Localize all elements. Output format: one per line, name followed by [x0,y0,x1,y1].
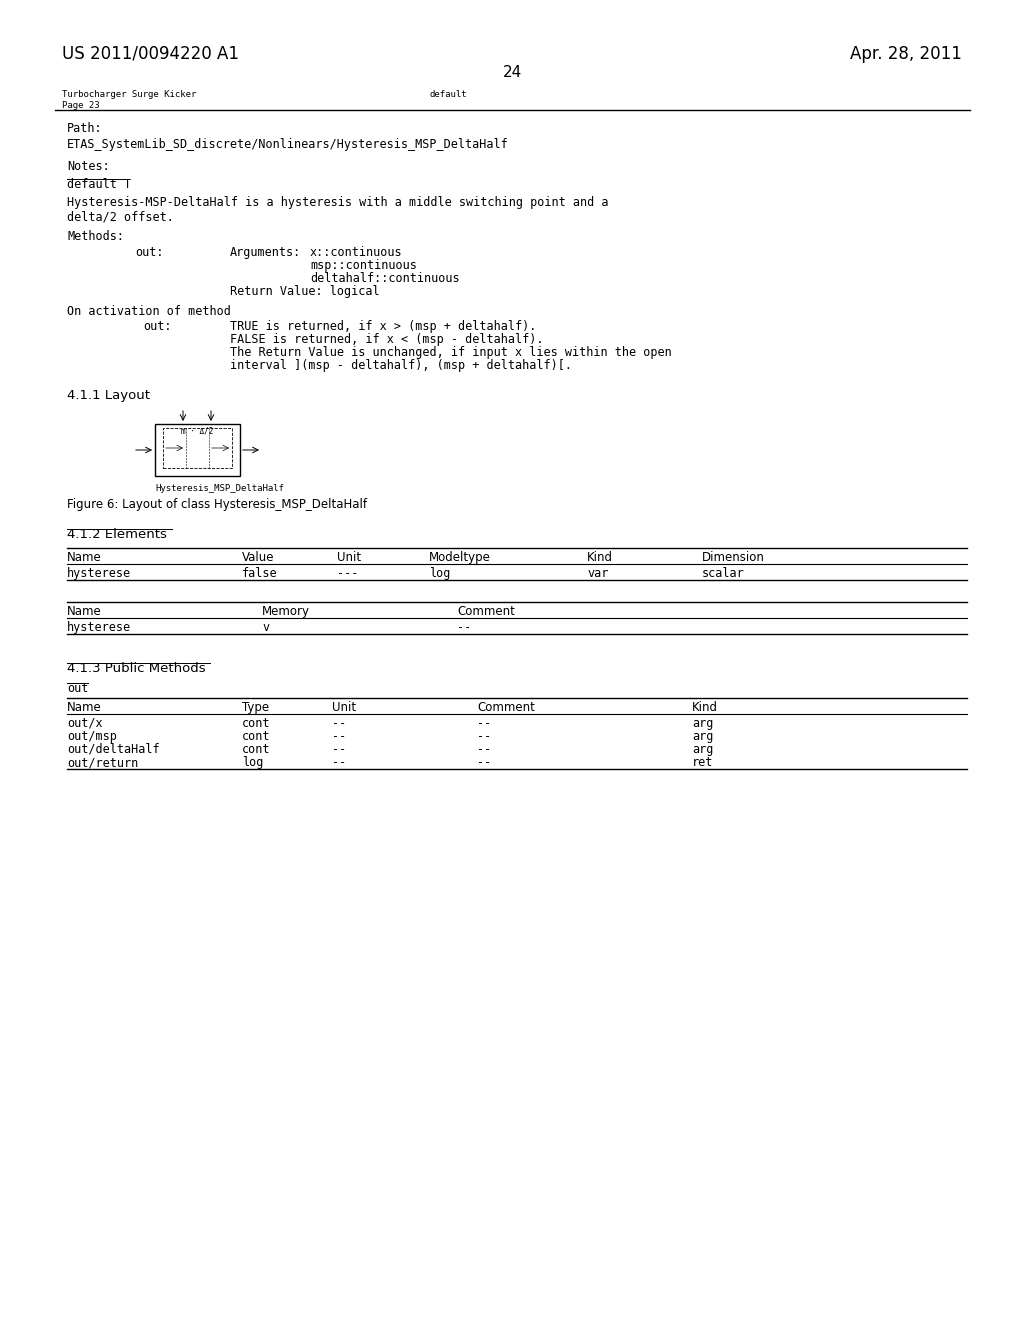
Text: Hysteresis-MSP-DeltaHalf is a hysteresis with a middle switching point and a: Hysteresis-MSP-DeltaHalf is a hysteresis… [67,195,608,209]
Text: default T: default T [67,178,131,191]
Text: cont: cont [242,717,270,730]
Text: log: log [242,756,263,770]
Text: TRUE is returned, if x > (msp + deltahalf).: TRUE is returned, if x > (msp + deltahal… [230,319,537,333]
Text: --: -- [477,743,492,756]
Text: On activation of method: On activation of method [67,305,230,318]
Text: ETAS_SystemLib_SD_discrete/Nonlinears/Hysteresis_MSP_DeltaHalf: ETAS_SystemLib_SD_discrete/Nonlinears/Hy… [67,139,509,150]
Text: FALSE is returned, if x < (msp - deltahalf).: FALSE is returned, if x < (msp - deltaha… [230,333,544,346]
Text: ---: --- [337,568,358,579]
Text: x::continuous: x::continuous [310,246,402,259]
Text: --: -- [477,730,492,743]
Text: false: false [242,568,278,579]
Text: arg: arg [692,717,714,730]
Text: out:: out: [143,319,171,333]
Text: Name: Name [67,550,101,564]
Text: Value: Value [242,550,274,564]
Text: Return Value: logical: Return Value: logical [230,285,380,298]
Text: --: -- [332,756,346,770]
Text: var: var [587,568,608,579]
Text: The Return Value is unchanged, if input x lies within the open: The Return Value is unchanged, if input … [230,346,672,359]
Text: Dimension: Dimension [702,550,765,564]
Text: out: out [67,682,88,696]
Text: Unit: Unit [332,701,356,714]
Text: Hysteresis_MSP_DeltaHalf: Hysteresis_MSP_DeltaHalf [155,484,284,492]
Text: Notes:: Notes: [67,160,110,173]
Text: out/x: out/x [67,717,102,730]
Text: hysterese: hysterese [67,568,131,579]
Text: Turbocharger Surge Kicker: Turbocharger Surge Kicker [62,90,197,99]
Text: Modeltype: Modeltype [429,550,490,564]
Text: Arguments:: Arguments: [230,246,301,259]
Text: Memory: Memory [262,605,310,618]
Bar [155,424,240,477]
Text: --: -- [477,717,492,730]
Text: log: log [429,568,451,579]
Text: --: -- [457,620,471,634]
Text: Comment: Comment [457,605,515,618]
Text: Page 23: Page 23 [62,102,99,110]
Text: out/deltaHalf: out/deltaHalf [67,743,160,756]
Text: Kind: Kind [587,550,613,564]
Text: 4.1.1 Layout: 4.1.1 Layout [67,389,150,403]
Text: v: v [262,620,269,634]
Text: Apr. 28, 2011: Apr. 28, 2011 [850,45,962,63]
Text: Name: Name [67,701,101,714]
Text: 24: 24 [503,65,521,81]
Text: interval ](msp - deltahalf), (msp + deltahalf)[.: interval ](msp - deltahalf), (msp + delt… [230,359,572,372]
Text: ret: ret [692,756,714,770]
Text: Name: Name [67,605,101,618]
Text: Type: Type [242,701,269,714]
Text: Path:: Path: [67,121,102,135]
Text: Unit: Unit [337,550,361,564]
Text: delta/2 offset.: delta/2 offset. [67,210,174,223]
Text: out/return: out/return [67,756,138,770]
Text: --: -- [332,717,346,730]
Text: --: -- [332,730,346,743]
Text: out:: out: [135,246,164,259]
Text: deltahalf::continuous: deltahalf::continuous [310,272,460,285]
Text: scalar: scalar [702,568,744,579]
Bar [163,428,232,469]
Text: 4.1.2 Elements: 4.1.2 Elements [67,528,167,541]
Text: out/msp: out/msp [67,730,117,743]
Text: Methods:: Methods: [67,230,124,243]
Text: Comment: Comment [477,701,535,714]
Text: US 2011/0094220 A1: US 2011/0094220 A1 [62,45,239,63]
Text: default: default [430,90,468,99]
Text: Figure 6: Layout of class Hysteresis_MSP_DeltaHalf: Figure 6: Layout of class Hysteresis_MSP… [67,498,367,511]
Text: cont: cont [242,743,270,756]
Text: 4.1.3 Public Methods: 4.1.3 Public Methods [67,663,206,675]
Text: arg: arg [692,743,714,756]
Text: cont: cont [242,730,270,743]
Text: m · Δ/2: m · Δ/2 [181,426,213,436]
Text: --: -- [477,756,492,770]
Text: arg: arg [692,730,714,743]
Text: msp::continuous: msp::continuous [310,259,417,272]
Text: Kind: Kind [692,701,718,714]
Text: hysterese: hysterese [67,620,131,634]
Text: --: -- [332,743,346,756]
